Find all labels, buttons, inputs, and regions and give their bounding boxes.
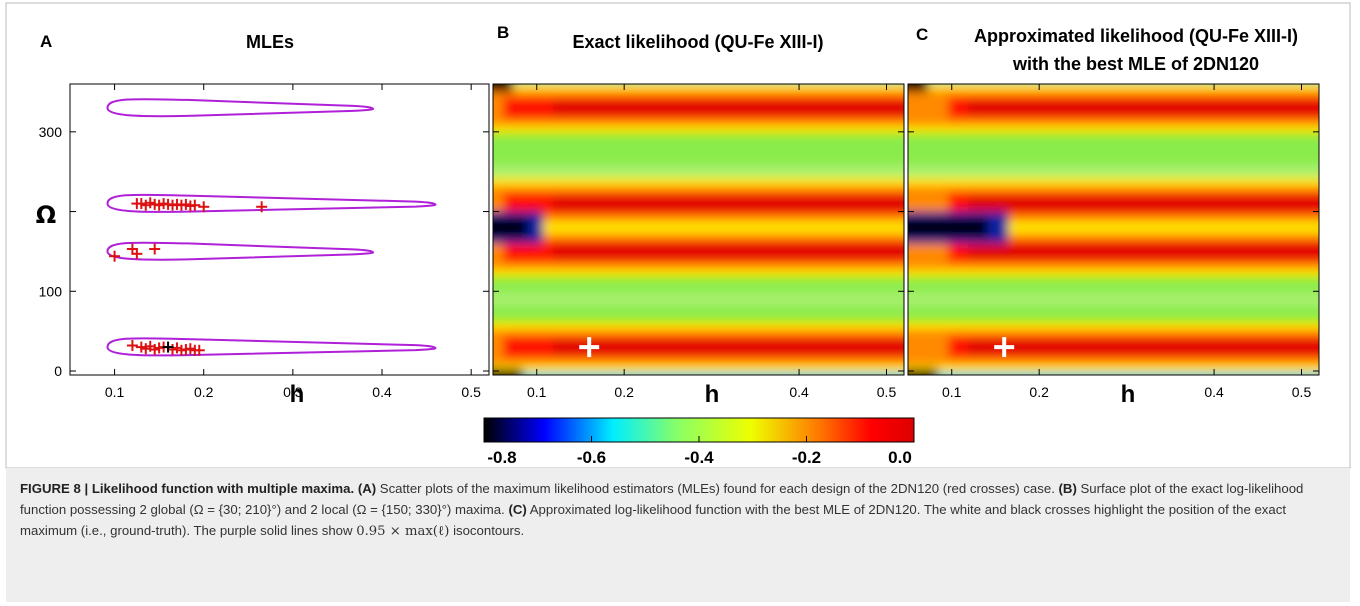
colorbar-tick-label: -0.2	[792, 448, 821, 467]
x-tick-label: 0.3	[283, 384, 303, 400]
mle-cross	[126, 340, 138, 352]
isocontour-1	[106, 193, 437, 213]
x-tick-label: 0.5	[877, 384, 897, 400]
panel-c-title-line-1: Approximated likelihood (QU-Fe XIII-I)	[974, 26, 1298, 46]
colorbar-tick-label: -0.6	[577, 448, 606, 467]
colorbar-tick-label: -0.4	[684, 448, 714, 467]
mid-band	[493, 292, 904, 307]
panel-a-ticks: 0.1 0.2 0.3 0.4 0.5 0 100 300	[39, 84, 489, 400]
caption-label: FIGURE 8 | Likelihood function with mult…	[20, 481, 355, 496]
mid-band	[908, 164, 1319, 179]
caption-b-label: (B)	[1058, 481, 1077, 496]
panel-a-letter: A	[40, 32, 52, 51]
mid-band	[493, 164, 904, 179]
dark-band	[908, 369, 938, 375]
panel-b-letter: B	[497, 23, 509, 42]
dark-band	[493, 84, 513, 92]
x-tick-label: 0.1	[527, 384, 547, 400]
mle-cross	[109, 250, 121, 262]
max-band	[553, 196, 904, 211]
panel-a-plot: 0.1 0.2 0.3 0.4 0.5 0 100 300	[39, 83, 490, 400]
isocontour-3	[106, 337, 437, 357]
mle-cross	[149, 243, 161, 255]
caption-math: 0.95 × max(ℓ)	[356, 524, 450, 539]
mle-cross	[189, 199, 201, 211]
isocontour-0	[106, 98, 375, 118]
max-band	[968, 100, 1319, 115]
y-tick-label: 0	[54, 363, 62, 379]
panel-a-title: MLEs	[246, 32, 294, 52]
panel-c-plot-frame	[907, 83, 1320, 376]
x-tick-label: 0.2	[194, 384, 214, 400]
x-tick-label: 0.1	[105, 384, 125, 400]
colorbar-tick-label: -0.8	[487, 448, 516, 467]
panel-c-heatmap-bands	[908, 84, 1319, 375]
x-tick-label: 0.1	[942, 384, 962, 400]
panel-a-mle-crosses	[109, 197, 268, 356]
panel-c-ticks: 0.1 0.2 0.4 0.5	[908, 84, 1319, 400]
y-tick-label: 300	[39, 124, 63, 140]
panel-b-plot-frame	[492, 83, 905, 376]
colorbar-tick-label: 0.0	[888, 448, 912, 467]
mid-band	[908, 292, 1319, 307]
max-band	[553, 340, 904, 355]
x-tick-label: 0.4	[789, 384, 809, 400]
figure: A MLEs B Exact likelihood (QU-Fe XIII-I)…	[5, 2, 1351, 469]
caption-c-text: Approximated log-likelihood function wit…	[20, 502, 1286, 538]
caption-b-text: Surface plot of the exact log-likelihood…	[20, 481, 1304, 517]
panel-c-letter: C	[916, 25, 928, 44]
max-band	[968, 340, 1319, 355]
dark-band	[493, 217, 528, 238]
max-band	[553, 244, 904, 259]
panel-c-plot	[908, 84, 1319, 375]
caption-a-text: Scatter plots of the maximum likelihood …	[379, 481, 1055, 496]
panel-b-heatmap-bands	[493, 84, 904, 375]
x-tick-label: 0.2	[614, 384, 634, 400]
max-band	[968, 244, 1319, 259]
panel-b-x-axis-label: h	[705, 381, 720, 408]
figure-caption: FIGURE 8 | Likelihood function with mult…	[6, 468, 1350, 602]
panel-c-ground-truth-cross	[994, 337, 1015, 358]
ground-truth-cross-a	[162, 341, 174, 353]
panel-c-title-line-2: with the best MLE of 2DN120	[1012, 54, 1259, 74]
panel-a-plot-frame	[69, 83, 490, 376]
panel-c-x-axis-label: h	[1121, 381, 1136, 408]
caption-c-tail: isocontours.	[453, 523, 525, 538]
y-axis-label: Ω	[36, 201, 56, 229]
x-tick-label: 0.4	[1204, 384, 1224, 400]
caption-c-label: (C)	[508, 502, 527, 517]
panel-b-title: Exact likelihood (QU-Fe XIII-I)	[572, 32, 823, 52]
panel-a-x-axis-label: h	[290, 381, 305, 408]
mle-cross	[198, 201, 210, 213]
x-tick-label: 0.5	[461, 384, 481, 400]
max-band	[968, 196, 1319, 211]
dark-band	[908, 217, 988, 238]
x-tick-label: 0.4	[372, 384, 392, 400]
max-band	[553, 100, 904, 115]
x-tick-label: 0.5	[1292, 384, 1312, 400]
isocontour-2	[106, 241, 375, 261]
panel-b-ticks: 0.1 0.2 0.4 0.5	[493, 84, 904, 400]
mle-cross	[256, 201, 268, 213]
caption-a-label: (A)	[357, 481, 377, 496]
panel-a-contours	[106, 98, 437, 357]
panel-b-plot	[493, 84, 904, 375]
x-tick-label: 0.2	[1029, 384, 1049, 400]
dark-band	[493, 369, 523, 375]
panel-b-ground-truth-cross	[579, 337, 600, 358]
mle-cross	[193, 344, 205, 356]
colorbar-ticks: -0.8 -0.6 -0.4 -0.2 0.0	[483, 436, 915, 467]
dark-band	[908, 84, 928, 92]
mle-cross	[131, 248, 143, 260]
y-tick-label: 100	[39, 283, 63, 299]
